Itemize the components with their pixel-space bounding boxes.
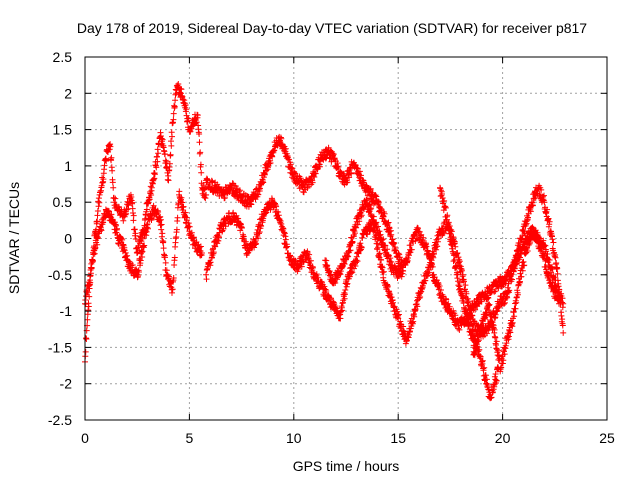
- x-tick-label: 20: [495, 430, 511, 446]
- chart-title: Day 178 of 2019, Sidereal Day-to-day VTE…: [77, 20, 587, 36]
- data-points: [82, 81, 567, 402]
- x-tick-label: 25: [599, 430, 615, 446]
- y-tick-label: -2: [60, 376, 73, 392]
- x-tick-label: 15: [390, 430, 406, 446]
- y-tick-label: 2.5: [53, 49, 73, 65]
- y-tick-label: 1.5: [53, 122, 73, 138]
- y-tick-label: -2.5: [48, 412, 72, 428]
- y-axis-label: SDTVAR / TECUs: [6, 182, 22, 294]
- x-tick-label: 5: [186, 430, 194, 446]
- x-axis-label: GPS time / hours: [293, 458, 400, 474]
- y-tick-label: 0: [64, 231, 72, 247]
- y-tick-label: -0.5: [48, 267, 72, 283]
- y-tick-label: -1: [60, 303, 73, 319]
- scatter-markers: [82, 81, 567, 402]
- y-tick-label: 1: [64, 158, 72, 174]
- y-tick-label: 2: [64, 85, 72, 101]
- axis-ticks: 0 5 10 15 20 25 2.5 2 1.5 1 0.5 0 -0.5 -1 -1.5 -2 -2.5: [48, 49, 615, 446]
- x-tick-label: 10: [286, 430, 302, 446]
- x-tick-label: 0: [81, 430, 89, 446]
- y-tick-label: -1.5: [48, 339, 72, 355]
- y-tick-label: 0.5: [53, 194, 73, 210]
